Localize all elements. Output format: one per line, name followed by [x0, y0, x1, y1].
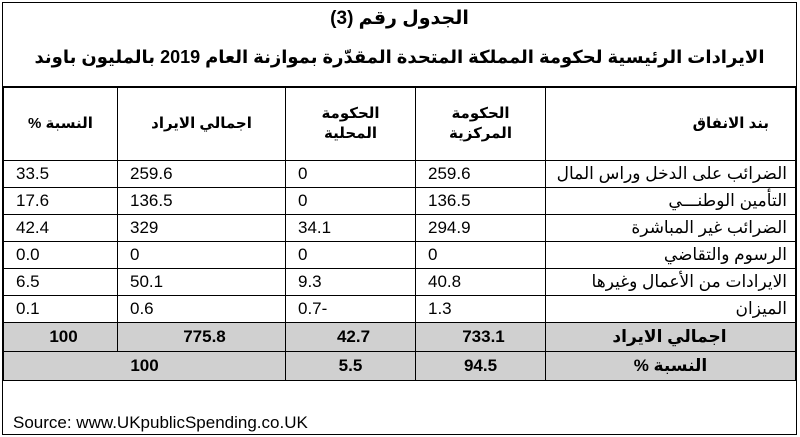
share-local: 5.5 — [285, 351, 416, 381]
total-row: اجمالي الايراد 733.1 42.7 775.8 100 — [3, 322, 796, 352]
row-total: 0 — [117, 241, 286, 269]
row-item: الضرائب غير المباشرة — [545, 214, 796, 242]
header-item: بند الانفاق — [545, 87, 796, 161]
row-central: 259.6 — [415, 160, 546, 188]
table-row: الايرادات من الأعمال وغيرها 40.8 9.3 50.… — [3, 268, 796, 296]
share-label: النسبة % — [545, 351, 796, 381]
share-central: 94.5 — [415, 351, 546, 381]
source-note: Source: www.UKpublicSpending.co.UK — [13, 413, 308, 432]
table-title: الايرادات الرئيسية لحكومة المملكة المتحد… — [34, 47, 765, 67]
row-item: الضرائب على الدخل وراس المال — [545, 160, 796, 188]
row-total: 259.6 — [117, 160, 286, 188]
row-percent: 33.5 — [3, 160, 118, 188]
row-item: الميزان — [545, 295, 796, 323]
total-label: اجمالي الايراد — [545, 322, 796, 352]
row-total: 136.5 — [117, 187, 286, 215]
row-central: 294.9 — [415, 214, 546, 242]
total-central: 733.1 — [415, 322, 546, 352]
row-local: 34.1 — [285, 214, 416, 242]
header-local: الحكومة المحلية — [285, 87, 416, 161]
row-total: 0.6 — [117, 295, 286, 323]
row-local: 0 — [285, 160, 416, 188]
share-combined: 100 — [3, 351, 286, 381]
row-percent: 0.0 — [3, 241, 118, 269]
row-local: 0 — [285, 187, 416, 215]
row-item: الرسوم والتقاضي — [545, 241, 796, 269]
row-central: 0 — [415, 241, 546, 269]
header-central: الحكومة المركزية — [415, 87, 546, 161]
table-row: التأمين الوطنـــي 136.5 0 136.5 17.6 — [3, 187, 796, 215]
total-local: 42.7 — [285, 322, 416, 352]
row-central: 1.3 — [415, 295, 546, 323]
table-row: الضرائب غير المباشرة 294.9 34.1 329 42.4 — [3, 214, 796, 242]
row-local: -0.7 — [285, 295, 416, 323]
row-percent: 0.1 — [3, 295, 118, 323]
revenue-table: بند الانفاق الحكومة المركزية الحكومة المحل… — [3, 87, 796, 381]
row-item: الايرادات من الأعمال وغيرها — [545, 268, 796, 296]
header-total: اجمالي الايراد — [117, 87, 286, 161]
row-local: 0 — [285, 241, 416, 269]
row-total: 329 — [117, 214, 286, 242]
row-total: 50.1 — [117, 268, 286, 296]
total-percent: 100 — [3, 322, 118, 352]
share-row: النسبة % 94.5 5.5 100 — [3, 351, 796, 381]
total-total: 775.8 — [117, 322, 286, 352]
header-percent: النسبة % — [3, 87, 118, 161]
header-row: بند الانفاق الحكومة المركزية الحكومة المحل… — [3, 87, 796, 161]
row-percent: 6.5 — [3, 268, 118, 296]
table-row: الرسوم والتقاضي 0 0 0 0.0 — [3, 241, 796, 269]
table-row: الميزان 1.3 -0.7 0.6 0.1 — [3, 295, 796, 323]
row-item: التأمين الوطنـــي — [545, 187, 796, 215]
row-central: 40.8 — [415, 268, 546, 296]
table-caption: الجدول رقم (3) الايرادات الرئيسية لحكومة… — [3, 3, 796, 87]
row-percent: 42.4 — [3, 214, 118, 242]
row-central: 136.5 — [415, 187, 546, 215]
row-percent: 17.6 — [3, 187, 118, 215]
table-row: الضرائب على الدخل وراس المال 259.6 0 259… — [3, 160, 796, 188]
table-number: الجدول رقم (3) — [330, 8, 469, 29]
row-local: 9.3 — [285, 268, 416, 296]
